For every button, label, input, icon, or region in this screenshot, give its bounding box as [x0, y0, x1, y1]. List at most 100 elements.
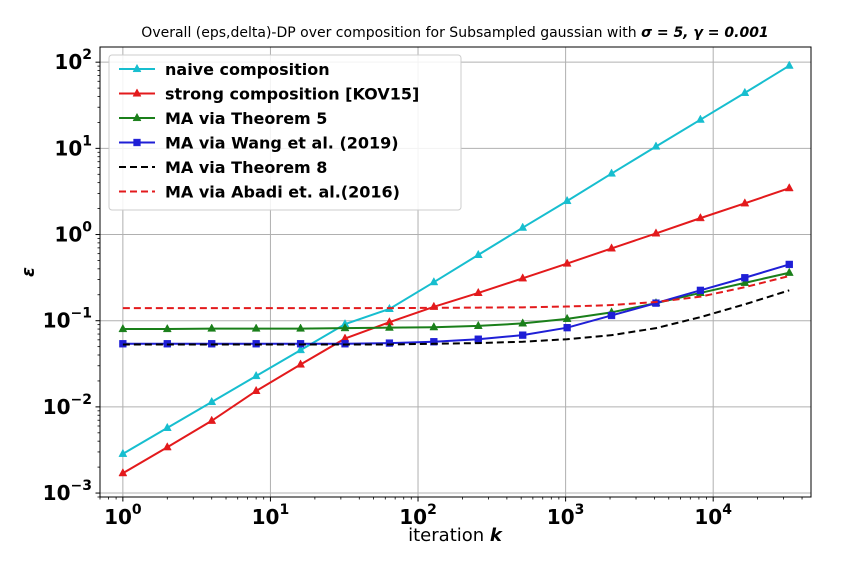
legend-marker [132, 88, 142, 97]
data-point [695, 212, 705, 222]
y-tick-label: 100 [54, 220, 92, 247]
legend-item: MA via Theorem 5 [119, 109, 327, 128]
data-point [207, 323, 217, 332]
data-point [651, 141, 661, 150]
data-point [162, 323, 172, 333]
legend: naive composition strong composition [KOV… [108, 54, 462, 211]
legend-marker [132, 63, 142, 73]
chart-title: Overall (eps,delta)-DP over composition … [141, 25, 768, 41]
data-point [207, 415, 217, 424]
series-5 [122, 275, 790, 310]
legend-box [108, 54, 462, 211]
data-point [429, 322, 439, 331]
data-point [162, 442, 172, 451]
data-point [740, 277, 750, 286]
x-tick-label: 104 [694, 502, 732, 529]
data-point [251, 385, 261, 395]
y-tick-label: 102 [54, 47, 92, 74]
data-point [251, 370, 261, 380]
data-point [162, 422, 172, 431]
data-point [207, 396, 217, 406]
data-point [296, 359, 305, 368]
data-point [785, 260, 793, 269]
data-point [695, 114, 705, 123]
x-tick-label: 103 [547, 502, 585, 529]
legend-label: strong composition [KOV15] [165, 85, 419, 104]
data-point [562, 313, 572, 322]
legend-label: MA via Abadi et. al.(2016) [165, 183, 400, 202]
data-point [296, 344, 305, 354]
y-tick-layer: 10−3 10−2 10−1 100 101 102 [43, 47, 100, 505]
legend-marker [132, 112, 142, 122]
series-1 [118, 183, 794, 477]
series-2 [118, 267, 794, 333]
series-line [122, 187, 790, 475]
data-point [473, 249, 483, 258]
series-line [122, 289, 790, 346]
legend-marker [133, 138, 141, 147]
data-point [118, 448, 128, 457]
chart-title-text: Overall (eps,delta)-DP over composition … [141, 25, 641, 41]
series-line [122, 275, 790, 310]
data-point [740, 87, 750, 96]
x-tick-label: 100 [104, 502, 142, 529]
series-4 [122, 289, 790, 346]
data-point [784, 60, 794, 69]
x-tick-label: 102 [399, 502, 437, 529]
x-tick-layer: 100 101 102 103 104 [99, 497, 803, 529]
data-point [607, 168, 616, 177]
data-point [651, 228, 661, 237]
legend-label: MA via Theorem 5 [165, 109, 327, 128]
data-point [740, 198, 750, 207]
x-axis-label: iteration k [408, 525, 503, 546]
data-point [340, 323, 350, 332]
data-point [519, 331, 527, 339]
data-point [473, 287, 483, 296]
series-0 [118, 60, 794, 457]
chart-title-math: σ = 5, γ = 0.001 [641, 25, 769, 41]
series-line [122, 271, 790, 331]
data-point [118, 323, 128, 333]
data-point [118, 468, 128, 477]
y-axis-label: ε [18, 267, 39, 277]
data-point [429, 277, 439, 286]
data-point [741, 274, 749, 282]
y-tick-label: 10−3 [43, 478, 92, 505]
legend-label: naive composition [165, 60, 330, 79]
data-point [251, 323, 261, 332]
x-tick-label: 101 [252, 502, 290, 529]
data-point [607, 311, 616, 320]
y-tick-label: 101 [54, 133, 92, 160]
data-point [607, 243, 616, 252]
data-point [473, 320, 483, 329]
y-tick-label: 10−1 [43, 306, 92, 333]
data-point [296, 323, 305, 332]
legend-item: MA via Wang et al. (2019) [119, 134, 399, 153]
data-point [474, 335, 482, 343]
legend-label: MA via Wang et al. (2019) [165, 134, 399, 153]
legend-item: naive composition [119, 60, 330, 79]
series-layer [118, 60, 794, 477]
legend-item: MA via Theorem 8 [119, 158, 327, 177]
data-point [784, 267, 794, 276]
data-point [562, 195, 572, 205]
y-tick-label: 10−2 [43, 392, 92, 419]
legend-item: strong composition [KOV15] [119, 85, 419, 104]
data-point [385, 339, 394, 347]
series-line [122, 64, 790, 455]
plot-frame [99, 46, 812, 498]
data-point [518, 273, 528, 282]
legend-label: MA via Theorem 8 [165, 158, 327, 177]
data-point [563, 324, 571, 332]
legend-item: MA via Abadi et. al.(2016) [119, 183, 400, 202]
data-point [430, 338, 438, 346]
data-point [518, 318, 528, 327]
x-axis-label-math: k [490, 525, 503, 546]
data-point [518, 222, 528, 231]
data-point [385, 322, 394, 331]
x-axis-label-text: iteration [408, 525, 490, 546]
data-point [696, 286, 705, 295]
data-point [784, 183, 794, 192]
data-point [562, 258, 572, 267]
